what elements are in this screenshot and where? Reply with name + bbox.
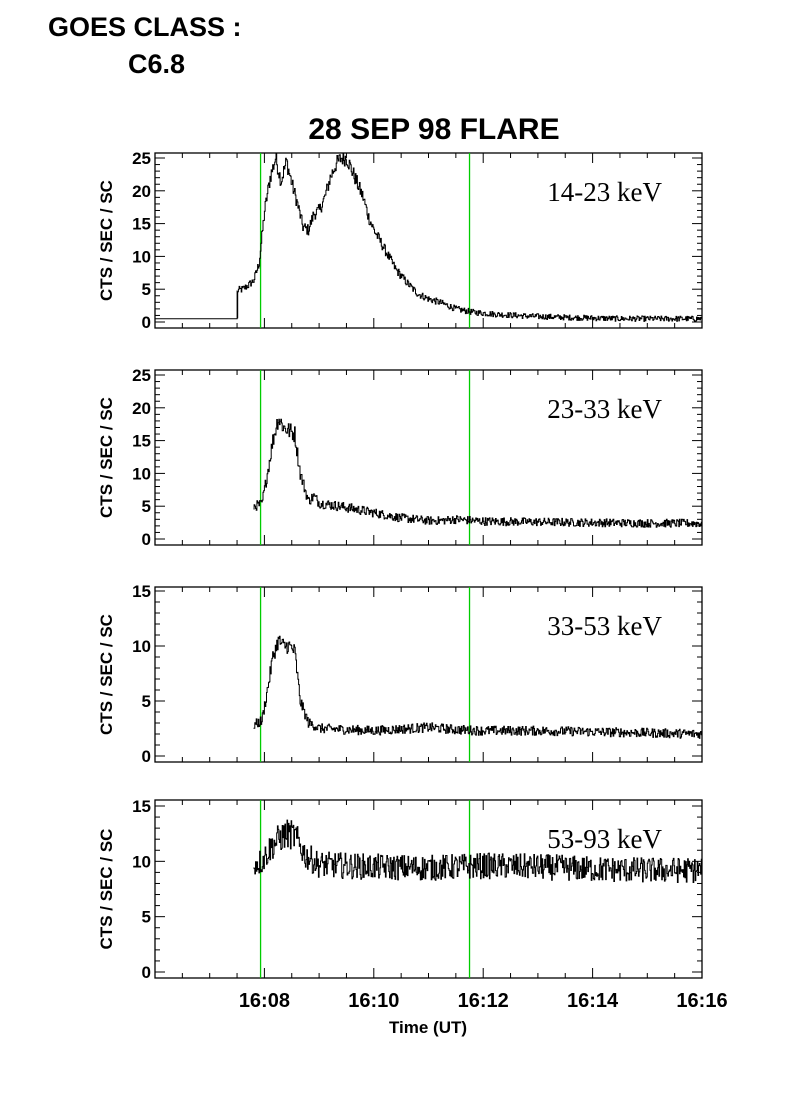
y-tick-label: 15 <box>132 432 151 451</box>
y-tick-label: 25 <box>132 149 151 168</box>
x-axis-label: Time (UT) <box>389 1018 467 1037</box>
panel-4: 0 5 10 15 CTS / SEC / SC 53-93 keV <box>97 797 703 982</box>
y-tick-label: 5 <box>142 908 151 927</box>
x-tick-label: 16:08 <box>239 990 290 1012</box>
y-axis-label: CTS / SEC / SC <box>97 829 116 950</box>
y-axis-label: CTS / SEC / SC <box>97 614 116 735</box>
y-axis-label: CTS / SEC / SC <box>97 397 116 518</box>
panel-3: 0 5 10 15 CTS / SEC / SC 33-53 keV <box>97 582 703 766</box>
energy-band-label: 33-53 keV <box>547 611 662 641</box>
y-tick-label: 0 <box>142 747 151 766</box>
y-tick-label: 5 <box>142 280 151 299</box>
panels: 0 5 10 15 20 25 CTS / SEC / SC 14-23 keV 0 5 10 15 2… <box>97 149 703 982</box>
x-tick-label: 16:14 <box>567 990 619 1012</box>
y-tick-label: 0 <box>142 530 151 549</box>
y-tick-label: 10 <box>132 464 151 483</box>
y-axis-label: CTS / SEC / SC <box>97 180 116 301</box>
y-tick-label: 20 <box>132 399 151 418</box>
panel-2: 0 5 10 15 20 25 CTS / SEC / SC 23-33 keV <box>97 366 703 549</box>
x-tick-label: 16:12 <box>458 990 509 1012</box>
y-tick-label: 10 <box>132 247 151 266</box>
panel-1: 0 5 10 15 20 25 CTS / SEC / SC 14-23 keV <box>97 149 703 332</box>
light-curve-1 <box>155 153 703 322</box>
chart-title: 28 SEP 98 FLARE <box>308 113 559 146</box>
y-tick-label: 10 <box>132 637 151 656</box>
light-curve-4 <box>253 819 703 883</box>
y-tick-label: 5 <box>142 497 151 516</box>
y-tick-label: 20 <box>132 182 151 201</box>
y-tick-label: 15 <box>132 215 151 234</box>
y-tick-label: 0 <box>142 313 151 332</box>
x-tick-label: 16:10 <box>348 990 399 1012</box>
y-tick-label: 25 <box>132 366 151 385</box>
goes-class-label: GOES CLASS : <box>48 12 242 42</box>
light-curve-2 <box>253 418 703 528</box>
energy-band-label: 53-93 keV <box>547 824 662 854</box>
x-tick-label: 16:16 <box>676 990 727 1012</box>
y-tick-label: 15 <box>132 582 151 601</box>
energy-band-label: 14-23 keV <box>547 177 662 207</box>
light-curve-3 <box>253 635 703 739</box>
goes-class-value: C6.8 <box>128 49 185 79</box>
x-tick-labels: 16:08 16:10 16:12 16:14 16:16 <box>239 990 728 1012</box>
y-tick-label: 15 <box>132 797 151 816</box>
y-tick-label: 0 <box>142 963 151 982</box>
energy-band-label: 23-33 keV <box>547 394 662 424</box>
y-tick-label: 10 <box>132 852 151 871</box>
y-tick-label: 5 <box>142 692 151 711</box>
